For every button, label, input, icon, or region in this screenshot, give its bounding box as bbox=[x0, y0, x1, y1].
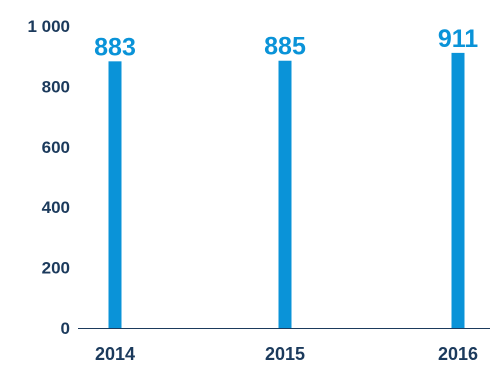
data-label-2016: 911 bbox=[438, 25, 478, 53]
bars bbox=[108, 52, 465, 329]
x-tick-label-2015: 2015 bbox=[265, 344, 305, 364]
y-axis-ticks: 0 200 400 600 800 1 000 bbox=[27, 17, 70, 338]
bar-2014 bbox=[108, 61, 122, 329]
x-axis-ticks: 2014 2015 2016 bbox=[95, 344, 478, 364]
bar-2015 bbox=[278, 60, 292, 328]
y-tick-label: 800 bbox=[42, 77, 70, 96]
bar-2016 bbox=[451, 52, 465, 329]
y-tick-label: 1 000 bbox=[27, 17, 70, 36]
y-tick-label: 600 bbox=[42, 138, 70, 157]
y-tick-label: 0 bbox=[61, 319, 70, 338]
y-tick-label: 400 bbox=[42, 198, 70, 217]
x-tick-label-2014: 2014 bbox=[95, 344, 135, 364]
data-label-2015: 885 bbox=[264, 33, 306, 61]
y-tick-label: 200 bbox=[42, 259, 70, 278]
x-tick-label-2016: 2016 bbox=[438, 344, 478, 364]
data-label-2014: 883 bbox=[94, 33, 136, 61]
data-labels: 883 885 911 bbox=[94, 25, 478, 61]
